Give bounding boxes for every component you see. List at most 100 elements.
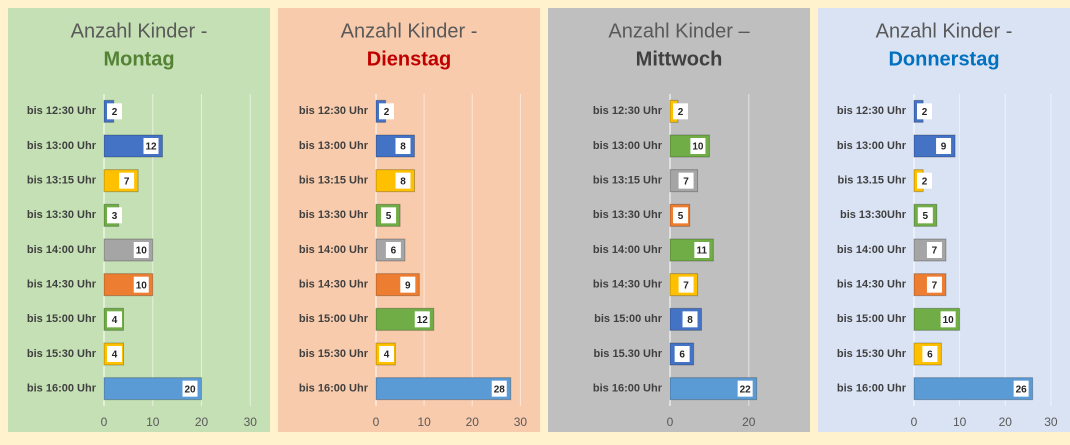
value-label: 12 (145, 142, 157, 153)
y-tick-label: bis 14:00 Uhr (593, 244, 663, 256)
y-tick-label: bis 14:00 Uhr (27, 244, 97, 256)
chart-title: Anzahl Kinder - (341, 20, 478, 42)
y-tick-label: bis 13.15 Uhr (838, 175, 907, 187)
y-tick-label: bis 15:00 uhr (594, 313, 663, 325)
bar (376, 378, 511, 400)
y-tick-label: bis 16:00 Uhr (593, 383, 663, 395)
y-tick-label: bis 16:00 Uhr (27, 383, 97, 395)
x-tick-label: 20 (466, 415, 480, 429)
x-tick-label: 0 (373, 415, 380, 429)
y-tick-label: bis 12:30 Uhr (837, 105, 907, 117)
value-label: 7 (932, 280, 938, 291)
value-label: 22 (740, 384, 752, 395)
x-tick-label: 0 (101, 415, 108, 429)
value-label: 7 (683, 176, 689, 187)
x-tick-label: 20 (742, 415, 756, 429)
value-label: 5 (923, 211, 929, 222)
y-tick-label: bis 14:30 Uhr (837, 279, 907, 291)
y-tick-label: bis 13:00 Uhr (593, 140, 663, 152)
value-label: 4 (384, 350, 390, 361)
y-tick-label: bis 14:00 Uhr (837, 244, 907, 256)
y-tick-label: bis 13:30 Uhr (299, 209, 369, 221)
y-tick-label: bis 13:15 Uhr (593, 175, 663, 187)
x-tick-label: 10 (953, 415, 967, 429)
x-tick-label: 10 (417, 415, 431, 429)
value-label: 10 (943, 315, 955, 326)
value-label: 10 (692, 142, 704, 153)
value-label: 2 (922, 107, 928, 118)
x-tick-label: 0 (911, 415, 918, 429)
chart-subtitle: Montag (103, 48, 174, 70)
y-tick-label: bis 14:00 Uhr (299, 244, 369, 256)
y-tick-label: bis 14:30 Uhr (299, 279, 369, 291)
y-tick-label: bis 12:30 Uhr (299, 105, 369, 117)
value-label: 6 (391, 246, 397, 257)
value-label: 7 (932, 246, 938, 257)
y-tick-label: bis 13:30Uhr (840, 209, 907, 221)
value-label: 6 (927, 350, 933, 361)
value-label: 2 (112, 107, 118, 118)
value-label: 2 (678, 107, 684, 118)
chart-panel: Anzahl Kinder - Montag 0 10 20 30 bis 12:30 Uh… (8, 8, 270, 432)
y-tick-label: bis 13:15 Uhr (27, 175, 97, 187)
chart-panel: Anzahl Kinder – Mittwoch 0 20 bis 12:30 Uhr 2… (548, 8, 810, 432)
x-tick-label: 20 (999, 415, 1013, 429)
value-label: 5 (678, 211, 684, 222)
y-tick-label: bis 15:30 Uhr (299, 348, 369, 360)
value-label: 28 (494, 384, 506, 395)
value-label: 26 (1016, 384, 1028, 395)
value-label: 2 (922, 176, 928, 187)
y-tick-label: bis 15:30 Uhr (837, 348, 907, 360)
x-tick-label: 30 (244, 415, 258, 429)
y-tick-label: bis 13:00 Uhr (837, 140, 907, 152)
value-label: 7 (683, 280, 689, 291)
y-tick-label: bis 15:00 Uhr (837, 313, 907, 325)
y-tick-label: bis 15:00 Uhr (299, 313, 369, 325)
x-tick-label: 30 (514, 415, 528, 429)
value-label: 10 (136, 280, 148, 291)
y-tick-label: bis 12:30 Uhr (27, 105, 97, 117)
value-label: 5 (386, 211, 392, 222)
chart-title: Anzahl Kinder - (71, 20, 208, 42)
chart-subtitle: Donnerstag (888, 48, 999, 70)
value-label: 11 (697, 246, 708, 257)
value-label: 6 (679, 350, 685, 361)
y-tick-label: bis 16:00 Uhr (299, 383, 369, 395)
chart-panel: Anzahl Kinder - Donnerstag 0 10 20 30 bis 12:3… (818, 8, 1070, 432)
value-label: 8 (400, 176, 406, 187)
y-tick-label: bis 15:30 Uhr (27, 348, 97, 360)
chart-title: Anzahl Kinder - (876, 20, 1013, 42)
dashboard: Anzahl Kinder -Montag0102030bis 12:30 Uh… (0, 0, 1070, 445)
x-tick-label: 10 (146, 415, 160, 429)
value-label: 8 (687, 315, 693, 326)
chart-subtitle: Mittwoch (636, 48, 723, 70)
y-tick-label: bis 13:30 Uhr (27, 209, 97, 221)
chart-title: Anzahl Kinder – (608, 20, 750, 42)
y-tick-label: bis 13:00 Uhr (27, 140, 97, 152)
x-tick-label: 30 (1044, 415, 1058, 429)
value-label: 7 (124, 176, 130, 187)
y-tick-label: bis 14:30 Uhr (27, 279, 97, 291)
y-tick-label: bis 15:00 Uhr (27, 313, 97, 325)
y-tick-label: bis 16:00 Uhr (837, 383, 907, 395)
y-tick-label: bis 13:30 Uhr (593, 209, 663, 221)
value-label: 12 (417, 315, 429, 326)
y-tick-label: bis 14:30 Uhr (593, 279, 663, 291)
chart-panel: Anzahl Kinder - Dienstag 0 10 20 30 bis 12:30 … (278, 8, 540, 432)
value-label: 3 (112, 211, 118, 222)
value-label: 20 (184, 384, 196, 395)
x-tick-label: 0 (667, 415, 674, 429)
value-label: 2 (384, 107, 390, 118)
y-tick-label: bis 13:15 Uhr (299, 175, 369, 187)
value-label: 4 (112, 315, 118, 326)
y-tick-label: bis 15.30 Uhr (594, 348, 663, 360)
value-label: 8 (400, 142, 406, 153)
y-tick-label: bis 13:00 Uhr (299, 140, 369, 152)
value-label: 9 (941, 142, 947, 153)
y-tick-label: bis 12:30 Uhr (593, 105, 663, 117)
chart-subtitle: Dienstag (367, 48, 451, 70)
value-label: 9 (405, 280, 411, 291)
value-label: 4 (112, 350, 118, 361)
value-label: 10 (136, 246, 148, 257)
x-tick-label: 20 (195, 415, 209, 429)
